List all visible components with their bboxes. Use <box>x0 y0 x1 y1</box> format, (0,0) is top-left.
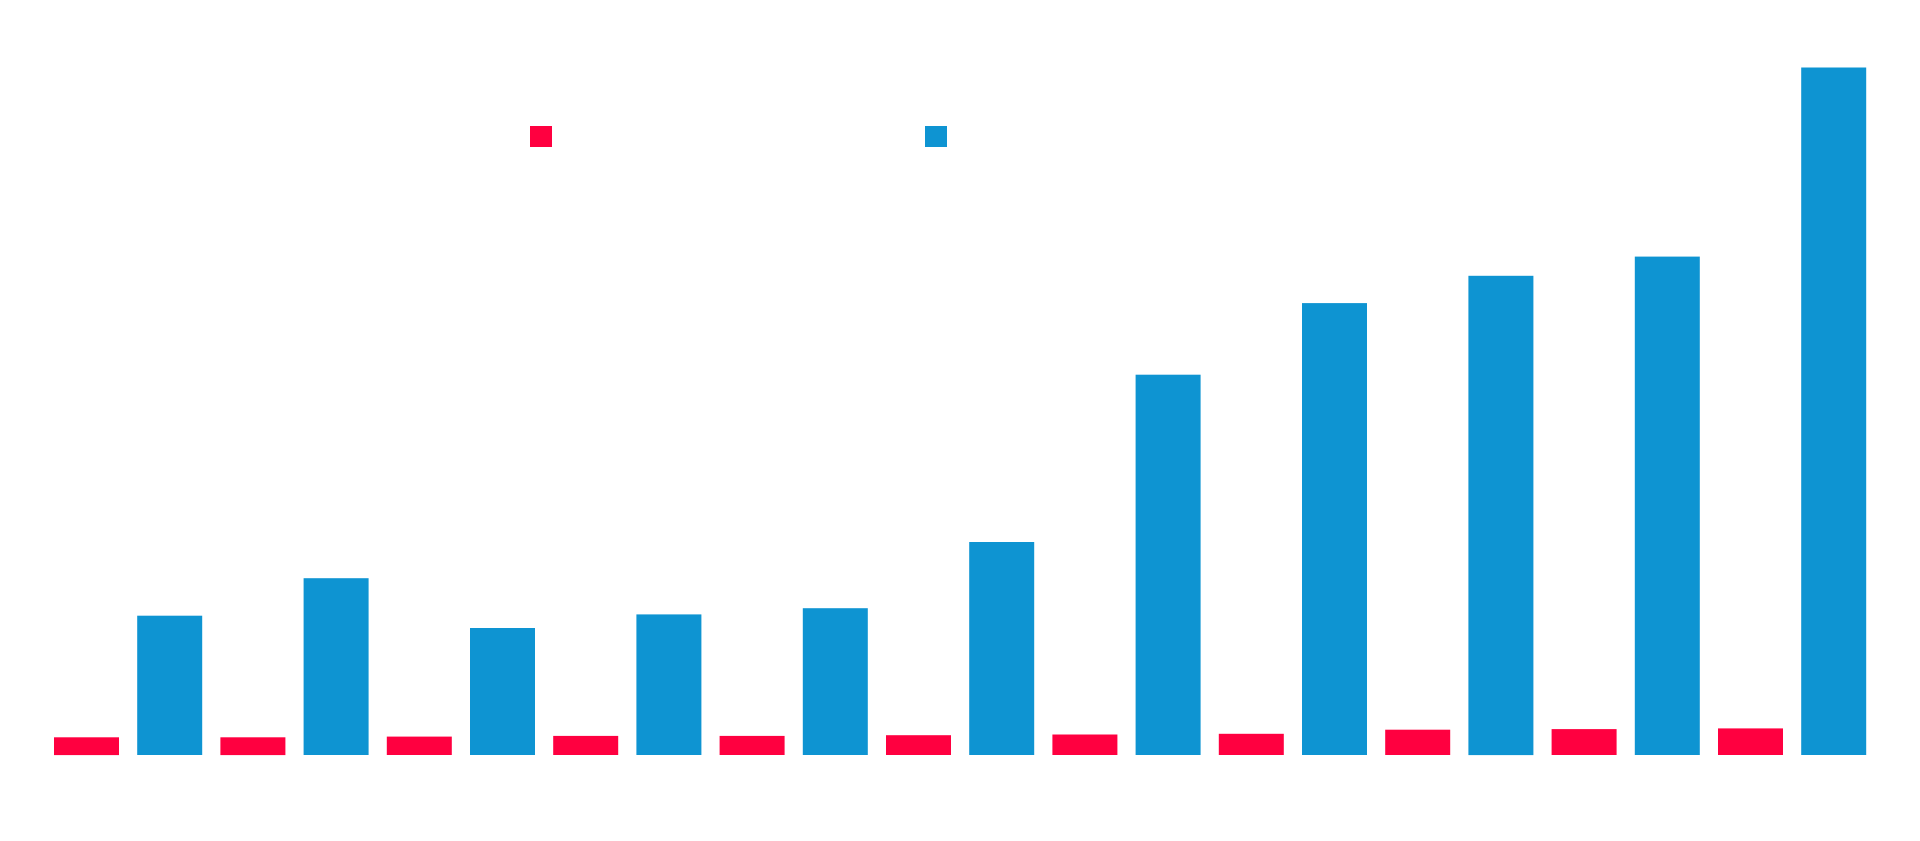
legend-swatch-series-1 <box>530 126 552 147</box>
bar-series-2-item-10 <box>1634 256 1700 755</box>
bar-series-1-item-1 <box>54 737 119 756</box>
bar-series-1-item-4 <box>553 735 619 755</box>
bar-series-2-item-9 <box>1468 275 1534 756</box>
bar-series-2-item-8 <box>1302 303 1367 755</box>
bar-series-2-item-1 <box>137 615 203 755</box>
bar-series-1-item-3 <box>386 736 452 755</box>
bar-series-2-item-2 <box>303 578 369 755</box>
bar-series-1-item-7 <box>1052 734 1118 755</box>
bar-series-2-item-4 <box>636 614 702 755</box>
legend <box>530 126 947 147</box>
bar-series-2-item-6 <box>969 542 1035 755</box>
bar-series-2-item-11 <box>1801 67 1867 755</box>
bar-series-1-item-8 <box>1218 733 1284 755</box>
bar-series-2-item-3 <box>470 628 535 755</box>
bar-series-2-item-5 <box>802 608 868 755</box>
bar-series-1-item-10 <box>1551 729 1617 755</box>
bars-group <box>54 67 1867 756</box>
bar-series-1-item-2 <box>220 737 286 756</box>
bar-series-1-item-11 <box>1718 728 1783 755</box>
bar-series-1-item-9 <box>1385 729 1451 755</box>
legend-swatch-series-2 <box>925 126 947 147</box>
bar-series-1-item-6 <box>886 735 951 755</box>
bar-series-1-item-5 <box>719 735 785 755</box>
bar-series-2-item-7 <box>1135 374 1201 755</box>
